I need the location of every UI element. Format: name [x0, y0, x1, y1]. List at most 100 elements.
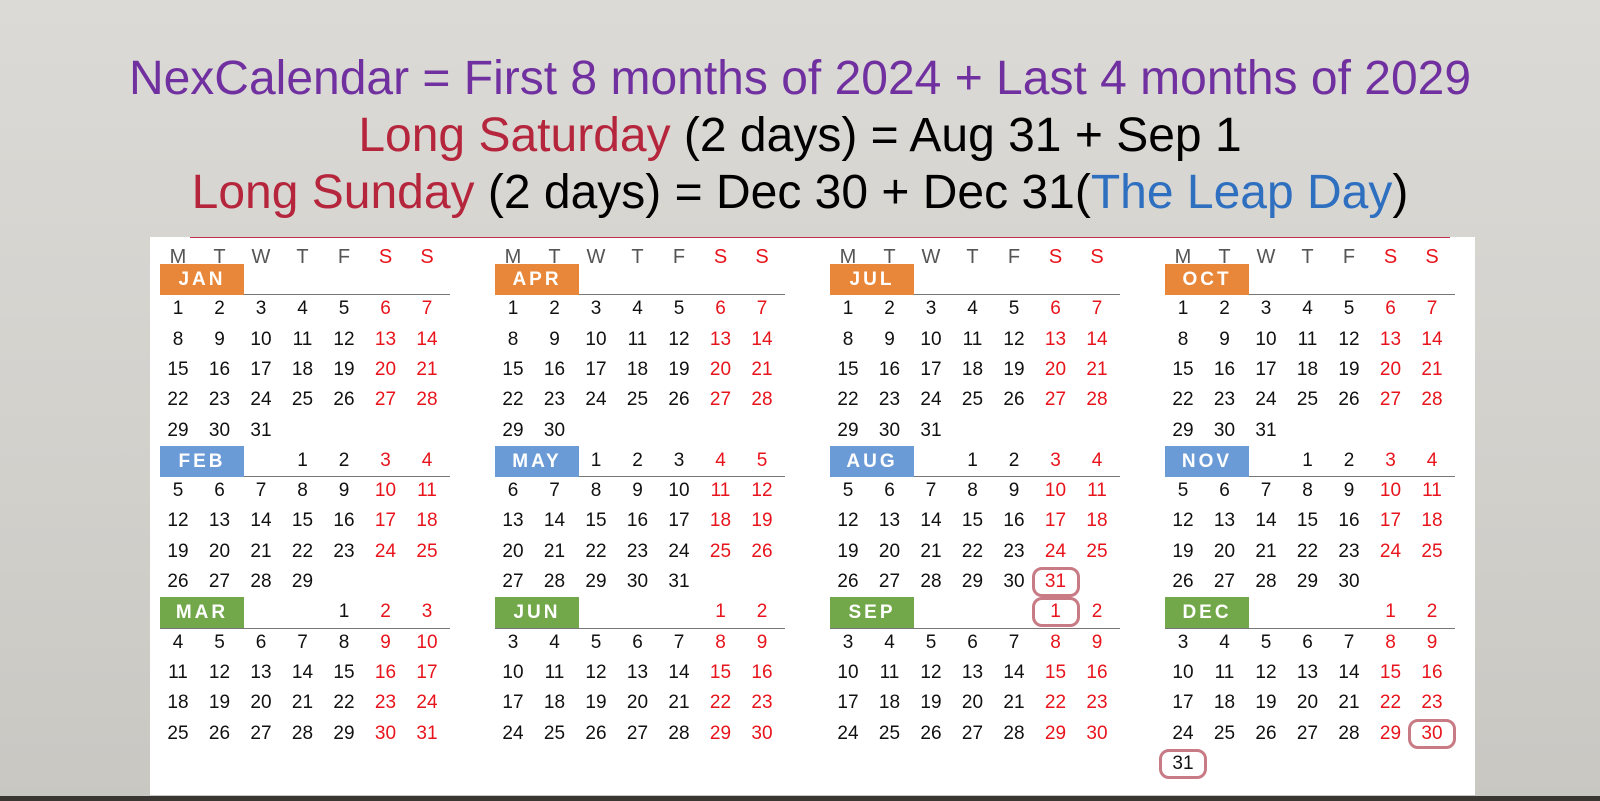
- day-cell: 21: [1086, 358, 1108, 380]
- day-cell: 20: [626, 692, 649, 714]
- month-divider: [830, 476, 1120, 478]
- day-cell: 7: [297, 631, 308, 653]
- weekday-header: T: [296, 246, 309, 268]
- day-cell: 26: [668, 389, 690, 411]
- day-cell: 27: [1379, 389, 1402, 411]
- day-cell: 26: [1172, 571, 1194, 592]
- day-cell: 9: [1008, 480, 1020, 502]
- weekday-header: S: [420, 246, 434, 268]
- day-cell: 13: [878, 510, 901, 532]
- day-cell: 2: [338, 449, 350, 471]
- month-label-dec: DEC: [1165, 597, 1249, 629]
- day-cell: 12: [1172, 510, 1194, 532]
- day-cell: 22: [837, 389, 859, 411]
- day-cell: 20: [709, 358, 732, 380]
- day-cell: 18: [626, 358, 649, 380]
- day-cell: 1: [1177, 298, 1189, 320]
- day-cell: 11: [1087, 480, 1107, 502]
- day-cell: 6: [1385, 298, 1396, 320]
- day-cell: 3: [380, 449, 391, 471]
- month-label-aug: AUG: [830, 445, 914, 477]
- day-cell: 13: [1213, 510, 1236, 532]
- day-cell: 21: [250, 540, 272, 562]
- day-cell: 12: [167, 510, 189, 532]
- day-cell: 3: [1177, 631, 1189, 653]
- day-cell: 6: [214, 480, 225, 502]
- day-cell: 14: [1003, 661, 1025, 683]
- day-cell: 20: [1296, 692, 1319, 714]
- day-cell: 1: [1302, 449, 1313, 471]
- day-cell: 10: [502, 661, 524, 683]
- day-cell: 23: [626, 540, 649, 562]
- weekday-header: T: [1301, 246, 1314, 268]
- day-cell: 16: [543, 358, 566, 380]
- day-cell: 3: [507, 631, 519, 653]
- day-cell: 29: [709, 722, 732, 744]
- weekday-header: T: [548, 246, 561, 268]
- day-cell: 1: [1050, 601, 1061, 623]
- day-cell: 4: [1219, 631, 1230, 653]
- day-cell: 2: [632, 449, 643, 471]
- month-label-jul: JUL: [830, 264, 914, 295]
- day-cell: 28: [1255, 571, 1277, 592]
- title-nexcalendar: NexCalendar = First 8 months of 2024 + L…: [128, 52, 1472, 105]
- day-cell: 1: [507, 298, 519, 320]
- day-cell: 6: [507, 480, 519, 502]
- day-cell: 22: [961, 540, 984, 562]
- day-cell: 12: [333, 328, 355, 350]
- day-cell: 30: [751, 722, 773, 744]
- day-cell: 29: [1044, 722, 1067, 744]
- day-cell: 15: [1044, 661, 1067, 683]
- day-cell: 13: [1044, 328, 1067, 350]
- day-cell: 21: [1255, 540, 1277, 562]
- day-cell: 19: [585, 692, 607, 714]
- day-cell: 26: [1255, 722, 1277, 744]
- highlight-ring: [1408, 718, 1456, 749]
- day-cell: 11: [962, 328, 983, 350]
- day-cell: 30: [1003, 571, 1025, 592]
- day-cell: 30: [374, 722, 397, 744]
- title-line-1: NexCalendar = First 8 months of 2024 + L…: [0, 50, 1600, 107]
- day-cell: 30: [1213, 419, 1236, 441]
- day-cell: 19: [167, 540, 189, 562]
- weekday-header: M: [169, 246, 187, 268]
- day-cell: 15: [709, 661, 732, 683]
- day-cell: 9: [214, 328, 225, 350]
- day-cell: 29: [291, 571, 314, 592]
- day-cell: 19: [1172, 540, 1194, 562]
- day-cell: 25: [1213, 722, 1236, 744]
- day-cell: 7: [1426, 298, 1438, 320]
- day-cell: 9: [1426, 631, 1438, 653]
- calendar-column: M T W T F S S JUL 1 2 3 4 5 6 7 8 9 10 11 12 13 14 15 16 17 18 19 2…: [830, 237, 1130, 795]
- day-cell: 8: [297, 480, 308, 502]
- day-cell: 10: [374, 480, 397, 502]
- day-cell: 21: [668, 692, 690, 714]
- day-cell: 19: [920, 692, 942, 714]
- day-cell: 27: [502, 571, 524, 592]
- day-cell: 25: [416, 540, 438, 562]
- day-cell: 5: [214, 631, 225, 653]
- day-cell: 15: [167, 358, 189, 380]
- day-cell: 9: [756, 631, 768, 653]
- day-cell: 12: [1003, 328, 1025, 350]
- day-cell: 18: [1421, 510, 1443, 532]
- day-cell: 13: [709, 328, 732, 350]
- day-cell: 19: [1003, 358, 1025, 380]
- day-cell: 20: [374, 358, 397, 380]
- day-cell: 16: [1086, 661, 1108, 683]
- day-cell: 6: [715, 298, 726, 320]
- day-cell: 23: [208, 389, 231, 411]
- day-cell: 24: [585, 389, 607, 411]
- day-cell: 19: [668, 358, 690, 380]
- day-cell: 8: [967, 480, 978, 502]
- day-cell: 5: [590, 631, 602, 653]
- day-cell: 9: [549, 328, 560, 350]
- day-cell: 28: [920, 571, 942, 592]
- day-cell: 15: [837, 358, 859, 380]
- weekday-header: F: [672, 246, 686, 268]
- day-cell: 20: [502, 540, 524, 562]
- day-cell: 24: [1172, 722, 1194, 744]
- day-cell: 8: [842, 328, 854, 350]
- day-cell: 1: [1385, 601, 1396, 623]
- day-cell: 3: [590, 298, 602, 320]
